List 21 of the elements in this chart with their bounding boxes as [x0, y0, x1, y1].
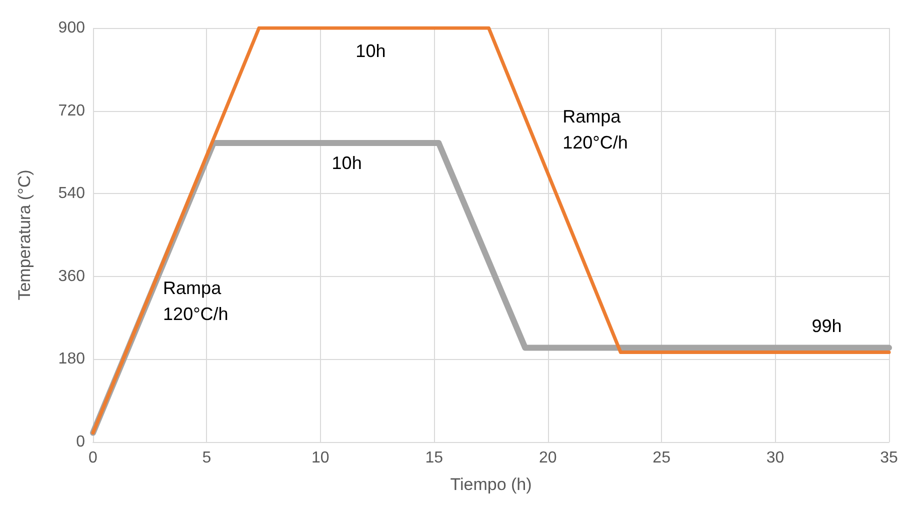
y-tick-label: 0	[76, 434, 86, 450]
x-tick-label: 10	[312, 450, 330, 466]
y-tick-label: 540	[58, 185, 86, 202]
x-tick-label: 0	[88, 450, 98, 466]
annotation: 10h	[332, 152, 362, 173]
annotation: 10h	[356, 41, 386, 62]
y-tick-label: 720	[58, 102, 86, 120]
x-tick-label: 5	[202, 450, 212, 466]
y-tick-label: 180	[58, 350, 86, 368]
x-tick-label: 25	[652, 450, 671, 466]
annotation: 99h	[812, 316, 842, 336]
annotation: Rampa 120°C/h	[163, 278, 228, 324]
y-axis-title: Temperatura (°C)	[15, 170, 34, 300]
x-tick-label: 20	[538, 450, 557, 466]
x-tick-label: 35	[880, 450, 898, 466]
x-tick-label: 30	[766, 450, 784, 466]
x-tick-label: 15	[425, 450, 444, 466]
y-tick-label: 900	[58, 20, 86, 36]
annotation: Rampa 120°C/h	[562, 106, 628, 152]
y-tick-label: 360	[58, 268, 86, 285]
x-axis-title: Tiempo (h)	[450, 475, 532, 494]
